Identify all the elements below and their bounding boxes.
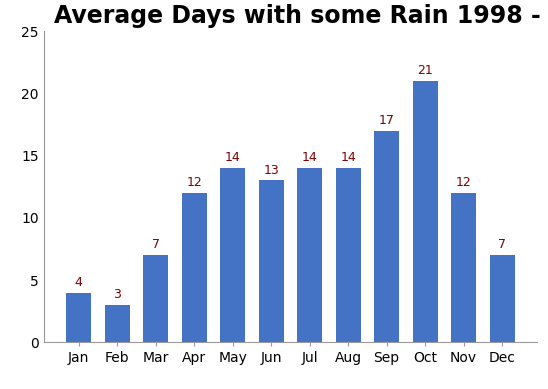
Bar	[143, 255, 168, 342]
Bar	[374, 131, 399, 342]
Text: 12: 12	[456, 176, 471, 189]
Text: 14: 14	[302, 151, 317, 164]
Text: 7: 7	[152, 238, 159, 251]
Text: 14: 14	[340, 151, 356, 164]
Text: 4: 4	[75, 276, 83, 289]
Text: 17: 17	[379, 114, 395, 127]
Bar	[182, 193, 207, 342]
Text: 12: 12	[186, 176, 202, 189]
Bar	[413, 81, 438, 342]
Bar	[297, 168, 322, 342]
Bar	[220, 168, 245, 342]
Text: 13: 13	[264, 164, 279, 177]
Bar	[489, 255, 515, 342]
Bar	[66, 293, 92, 342]
Bar	[105, 305, 130, 342]
Text: 3: 3	[113, 288, 121, 301]
Bar	[336, 168, 361, 342]
Bar	[259, 180, 284, 342]
Text: Average Days with some Rain 1998 - 2009: Average Days with some Rain 1998 - 2009	[54, 4, 548, 28]
Bar	[451, 193, 476, 342]
Text: 21: 21	[417, 64, 433, 77]
Text: 7: 7	[498, 238, 506, 251]
Text: 14: 14	[225, 151, 241, 164]
